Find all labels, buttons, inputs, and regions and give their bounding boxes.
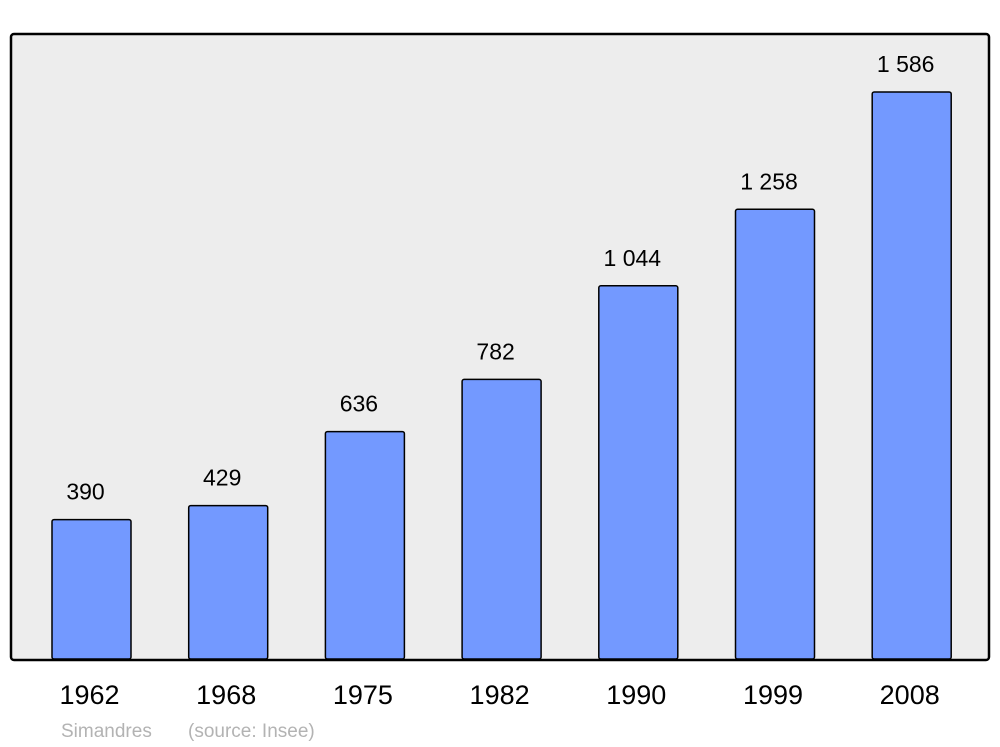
bar-1999 xyxy=(734,208,816,660)
data-label-1999: 1 258 xyxy=(740,168,798,194)
data-label-1982: 782 xyxy=(476,338,514,364)
data-label-1990: 1 044 xyxy=(604,245,662,271)
data-label-2008: 1 586 xyxy=(877,51,935,77)
x-tick-label-2008: 2008 xyxy=(880,680,940,710)
bar-1968 xyxy=(187,504,269,660)
data-label-1962: 390 xyxy=(66,479,104,505)
footer-source: (source: Insee) xyxy=(188,721,315,742)
x-tick-label-1968: 1968 xyxy=(196,680,256,710)
x-tick-label-1990: 1990 xyxy=(606,680,666,710)
x-tick-label-1975: 1975 xyxy=(333,680,393,710)
x-tick-label-1999: 1999 xyxy=(743,680,803,710)
x-tick-label-1982: 1982 xyxy=(470,680,530,710)
bar-2008 xyxy=(871,91,952,660)
data-label-1975: 636 xyxy=(340,391,378,417)
bar-1975 xyxy=(324,430,406,660)
bar-1982 xyxy=(461,378,542,660)
bar-1962 xyxy=(51,518,132,660)
data-label-1968: 429 xyxy=(203,465,241,491)
bar-1990 xyxy=(598,285,679,660)
footer-place: Simandres xyxy=(61,721,152,742)
x-tick-label-1962: 1962 xyxy=(59,680,119,710)
